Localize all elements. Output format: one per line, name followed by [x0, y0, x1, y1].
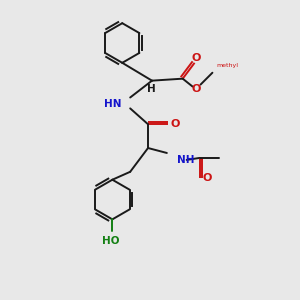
- Text: methyl: methyl: [216, 63, 238, 68]
- Text: O: O: [192, 53, 201, 63]
- Text: NH: NH: [177, 155, 194, 165]
- Text: O: O: [203, 173, 212, 183]
- Text: O: O: [170, 119, 179, 129]
- Text: H: H: [147, 84, 155, 94]
- Text: O: O: [192, 84, 201, 94]
- Text: HN: HN: [104, 99, 121, 110]
- Text: HO: HO: [102, 236, 119, 246]
